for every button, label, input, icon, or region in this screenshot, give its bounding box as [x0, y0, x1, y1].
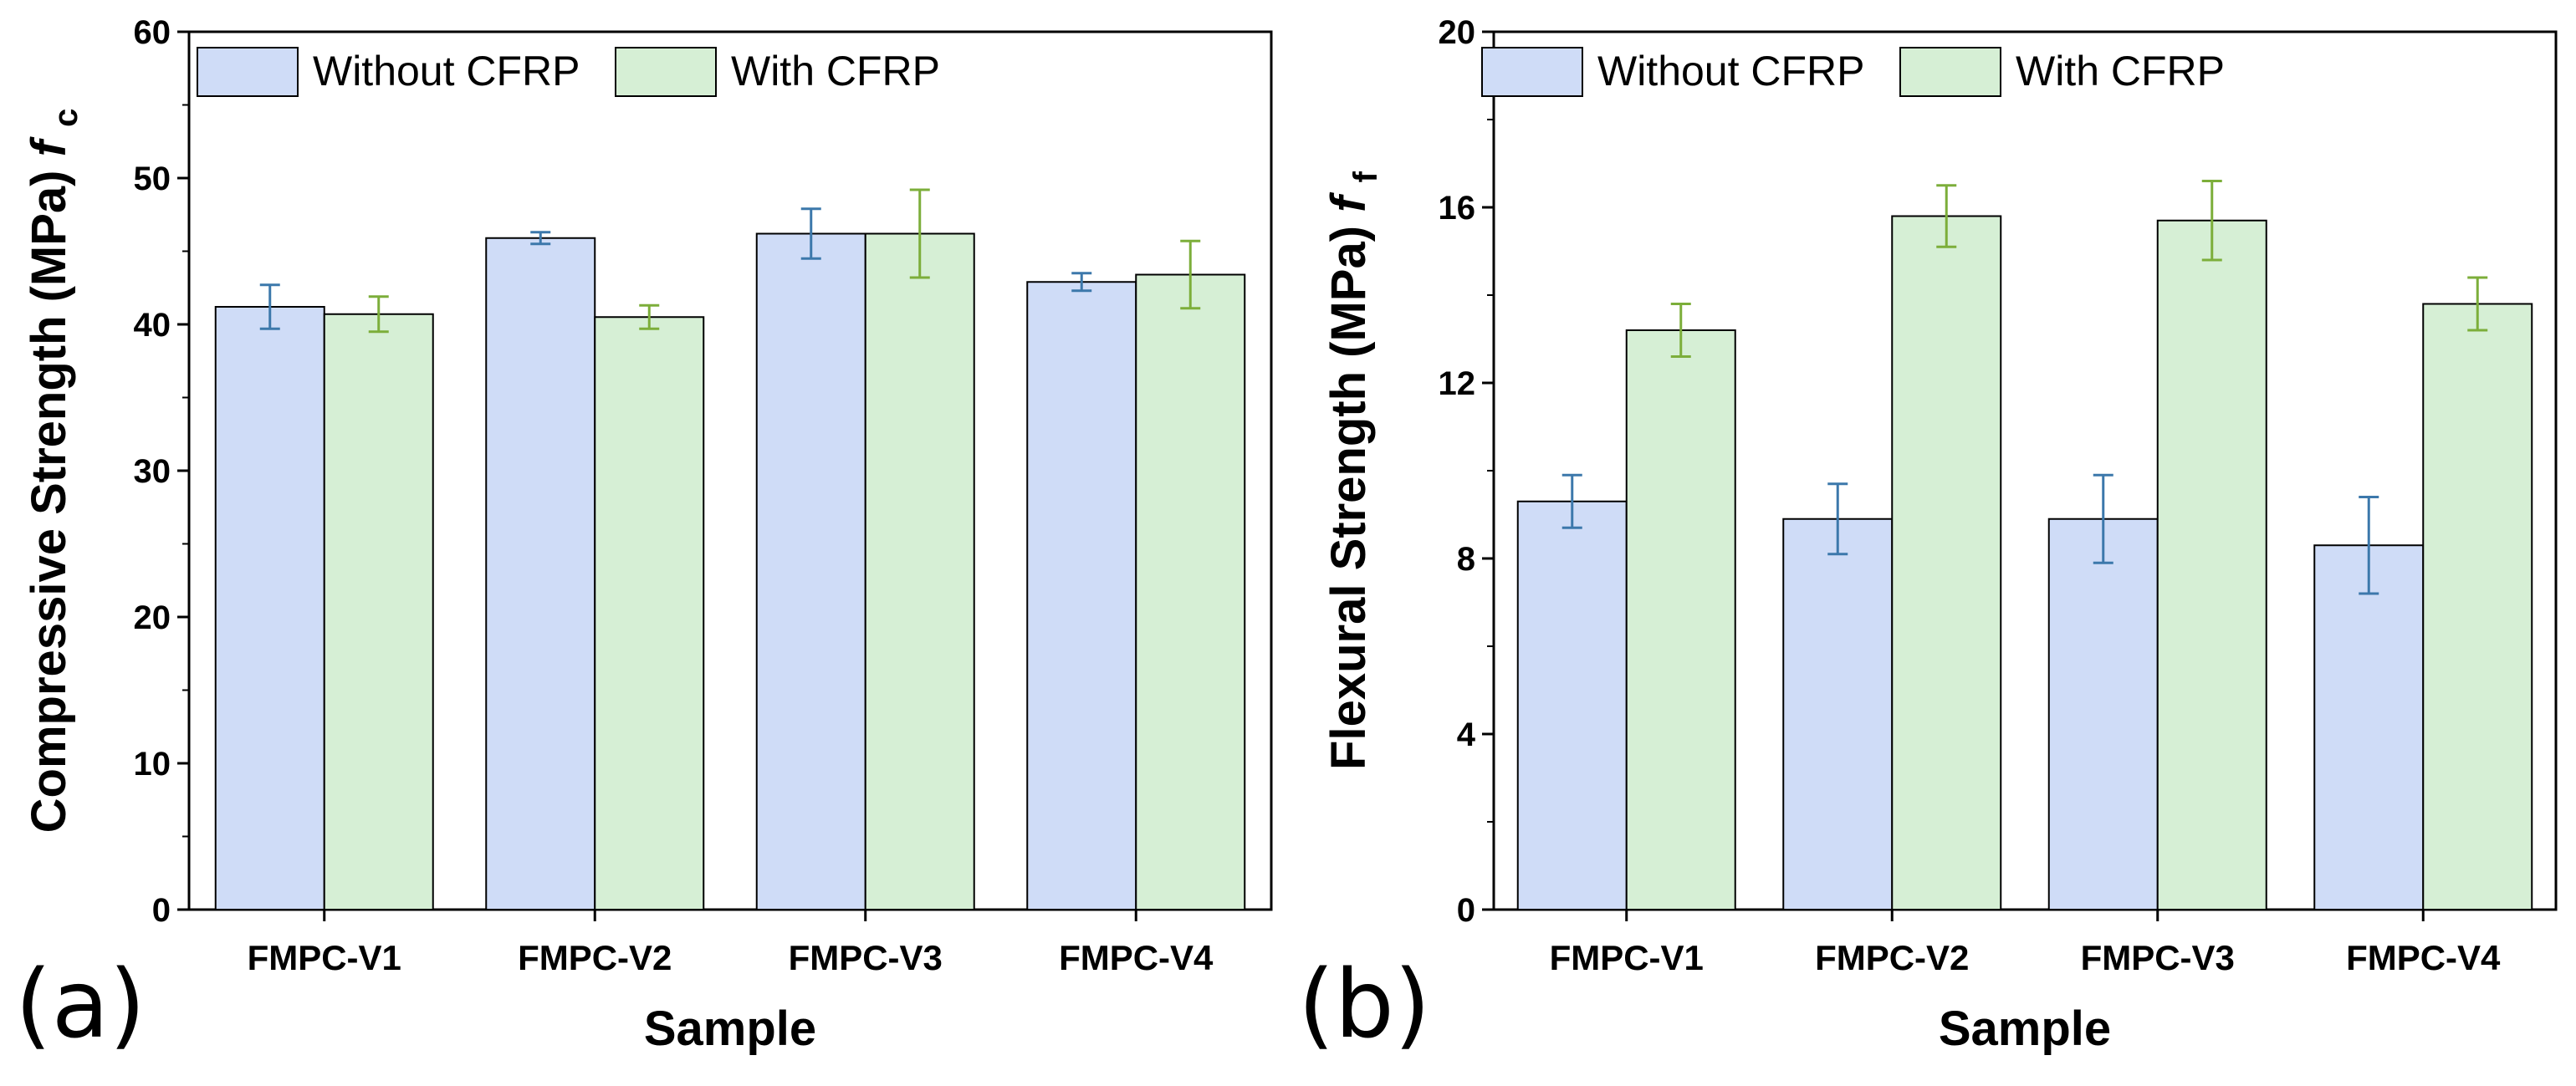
y-axis-title: Flexural Strength (MPa) f f — [1321, 171, 1384, 770]
y-tick-label: 30 — [134, 453, 171, 490]
y-axis-title-symbol: f — [1321, 191, 1376, 212]
x-axis-title: Sample — [1939, 1002, 2111, 1056]
y-tick-label: 20 — [1439, 14, 1476, 51]
y-tick-label: 0 — [1457, 892, 1475, 929]
x-tick-label: FMPC-V1 — [248, 938, 401, 977]
y-axis-title-text: Compressive Strength (MPa) — [22, 171, 76, 834]
legend: Without CFRP With CFRP — [197, 47, 940, 97]
x-tick-label: FMPC-V2 — [518, 938, 672, 977]
x-tick-label: FMPC-V3 — [2081, 938, 2235, 977]
bar — [2047, 518, 2159, 910]
y-axis-title-subscript: c — [48, 109, 84, 127]
y-axis-title-subscript: f — [1347, 171, 1384, 182]
panel-label-b: (b) — [1298, 951, 1430, 1059]
legend-label-without-cfrp: Without CFRP — [1597, 48, 1865, 94]
panel-label-a: (a) — [15, 951, 146, 1059]
error-bars — [1561, 180, 2488, 595]
x-tick-label: FMPC-V3 — [789, 938, 943, 977]
y-axis-title: Compressive Strength (MPa) f c — [22, 109, 84, 834]
bar — [485, 237, 596, 910]
legend-label-with-cfrp: With CFRP — [731, 48, 940, 94]
x-tick-label: FMPC-V2 — [1815, 938, 1969, 977]
y-axis: 0 10 20 30 40 50 60 — [134, 14, 189, 929]
y-tick-label: 40 — [134, 307, 171, 344]
bar — [323, 313, 434, 910]
bars — [1516, 215, 2533, 910]
legend-swatch-without-cfrp — [1481, 47, 1583, 97]
x-axis: FMPC-V1 FMPC-V2 FMPC-V3 FMPC-V4 — [1550, 910, 2501, 977]
y-tick-label: 12 — [1439, 365, 1476, 402]
bar — [1782, 518, 1894, 910]
y-axis-title-text: Flexural Strength (MPa) — [1321, 226, 1376, 770]
error-bars — [259, 188, 1201, 334]
legend-label-without-cfrp: Without CFRP — [313, 48, 580, 94]
legend-label-with-cfrp: With CFRP — [2016, 48, 2225, 94]
y-tick-label: 4 — [1457, 716, 1476, 753]
y-tick-label: 10 — [134, 746, 171, 783]
x-tick-label: FMPC-V4 — [2346, 938, 2501, 977]
y-tick-label: 8 — [1457, 541, 1475, 578]
bar — [755, 232, 866, 910]
legend: Without CFRP With CFRP — [1481, 47, 2225, 97]
bars — [214, 232, 1246, 910]
legend-swatch-with-cfrp — [615, 47, 717, 97]
bar — [2313, 544, 2425, 910]
y-tick-label: 16 — [1439, 190, 1476, 227]
bar — [1625, 329, 1736, 910]
x-axis: FMPC-V1 FMPC-V2 FMPC-V3 FMPC-V4 — [248, 910, 1214, 977]
bar — [2156, 219, 2267, 910]
y-tick-label: 20 — [134, 599, 171, 636]
bar — [2422, 303, 2533, 910]
legend-swatch-without-cfrp — [197, 47, 299, 97]
x-axis-title: Sample — [644, 1002, 816, 1056]
y-tick-label: 60 — [134, 14, 171, 51]
panel-b: 0 4 8 12 16 20 FMPC-V1 FMPC-V2 FMPC-V3 FMPC-V4 W… — [1298, 14, 2558, 1059]
bar — [1135, 273, 1246, 910]
bar — [1516, 500, 1628, 910]
x-tick-label: FMPC-V1 — [1550, 938, 1704, 977]
bar — [864, 232, 975, 910]
bar — [214, 306, 325, 910]
legend-swatch-with-cfrp — [1899, 47, 2001, 97]
y-tick-label: 0 — [152, 892, 171, 929]
bar — [594, 316, 705, 910]
bar — [1026, 281, 1137, 910]
y-tick-label: 50 — [134, 161, 171, 197]
y-axis: 0 4 8 12 16 20 — [1439, 14, 1494, 929]
bar — [1891, 215, 2002, 910]
y-axis-title-symbol: f — [22, 135, 76, 156]
x-tick-label: FMPC-V4 — [1059, 938, 1214, 977]
